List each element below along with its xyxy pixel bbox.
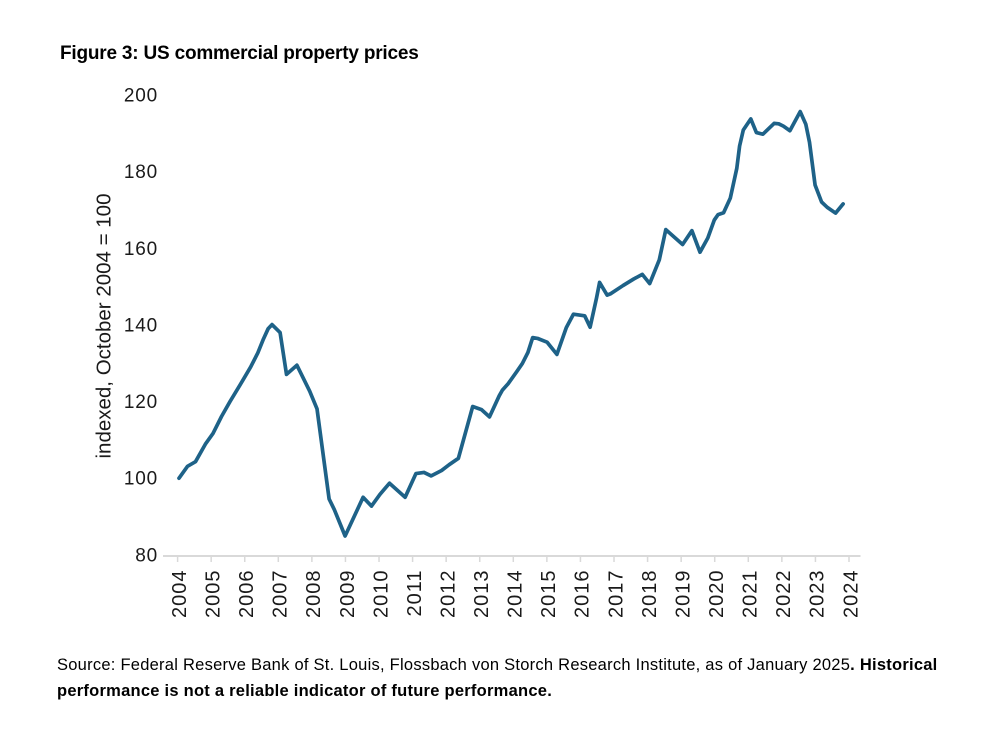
svg-text:2007: 2007 — [270, 570, 292, 619]
svg-text:2012: 2012 — [437, 570, 459, 619]
svg-text:2004: 2004 — [169, 570, 191, 619]
svg-text:120: 120 — [124, 392, 158, 413]
svg-text:indexed, October 2004 = 100: indexed, October 2004 = 100 — [93, 194, 116, 459]
svg-text:140: 140 — [124, 315, 158, 336]
svg-text:2006: 2006 — [236, 570, 258, 619]
svg-text:2011: 2011 — [404, 570, 426, 617]
svg-text:2015: 2015 — [538, 570, 560, 619]
svg-text:2018: 2018 — [639, 570, 661, 619]
svg-text:2017: 2017 — [605, 570, 627, 619]
svg-text:2020: 2020 — [706, 570, 728, 619]
svg-text:2010: 2010 — [370, 570, 392, 619]
svg-text:100: 100 — [124, 469, 158, 490]
svg-text:2023: 2023 — [807, 570, 829, 619]
svg-text:160: 160 — [124, 239, 158, 260]
svg-text:2014: 2014 — [505, 570, 527, 619]
svg-text:2009: 2009 — [337, 570, 359, 619]
svg-text:2022: 2022 — [773, 570, 795, 619]
svg-text:2024: 2024 — [840, 570, 862, 619]
svg-text:2021: 2021 — [740, 570, 762, 619]
svg-text:2008: 2008 — [303, 570, 325, 619]
svg-text:80: 80 — [135, 545, 158, 566]
svg-text:200: 200 — [124, 86, 158, 107]
svg-text:2005: 2005 — [202, 570, 224, 619]
svg-text:180: 180 — [124, 162, 158, 183]
svg-text:2013: 2013 — [471, 570, 493, 619]
svg-text:2019: 2019 — [672, 570, 694, 619]
svg-text:2016: 2016 — [572, 570, 594, 619]
